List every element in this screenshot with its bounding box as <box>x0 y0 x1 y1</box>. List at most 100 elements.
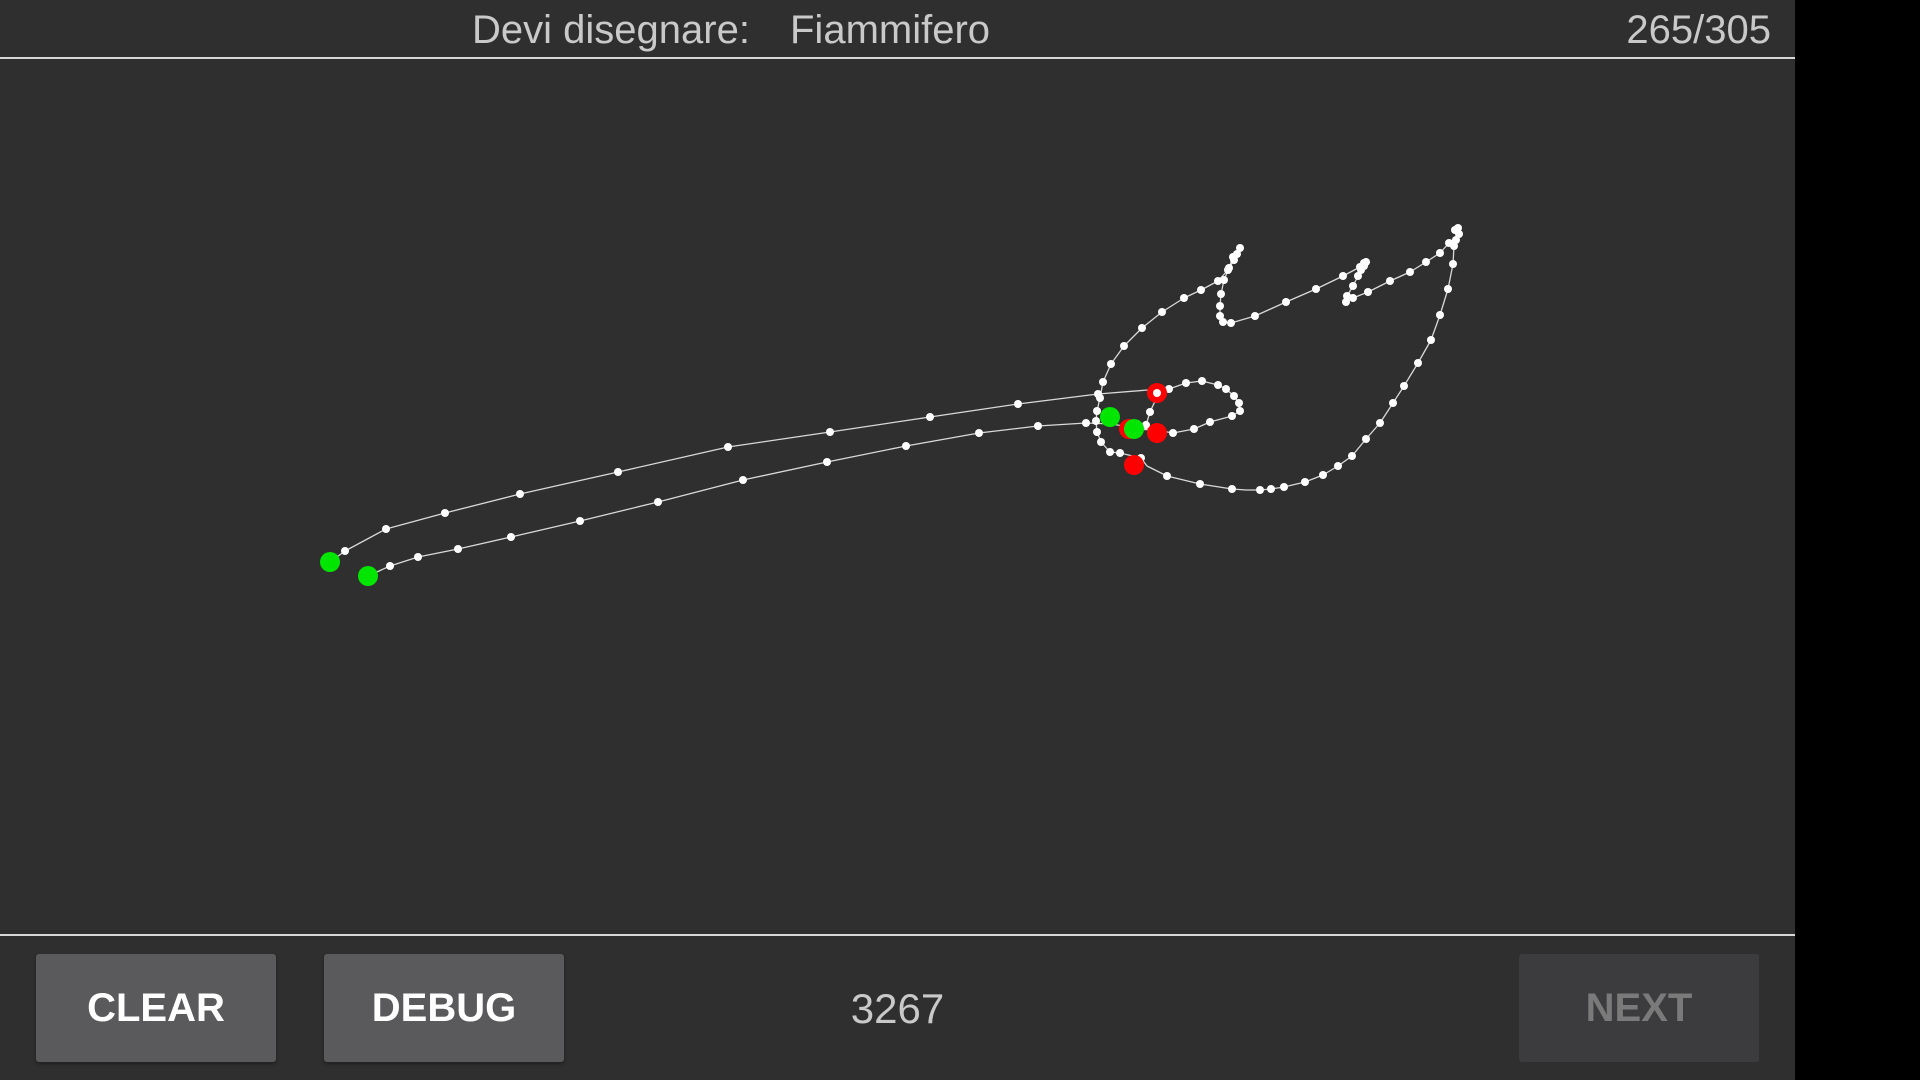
sketch-point <box>1197 286 1205 294</box>
sketch-point <box>1436 249 1444 257</box>
sketch-point <box>516 490 524 498</box>
sketch-point <box>1120 342 1128 350</box>
sketch-point <box>1034 422 1042 430</box>
sketch-point <box>1267 485 1275 493</box>
sketch-point <box>1182 379 1190 387</box>
sketch-point <box>1251 312 1259 320</box>
sketch-point <box>1422 258 1430 266</box>
sketch-point <box>341 547 349 555</box>
sketch-point <box>1158 308 1166 316</box>
sketch-point <box>1445 239 1453 247</box>
stroke-start-marker <box>1100 407 1120 427</box>
sketch-point <box>1342 298 1350 306</box>
debug-button[interactable]: DEBUG <box>324 954 564 1062</box>
sketch-point <box>1449 260 1457 268</box>
sketch-point <box>1092 417 1100 425</box>
sketch-point <box>1444 285 1452 293</box>
sketch-point <box>1198 377 1206 385</box>
sketch-point <box>1082 419 1090 427</box>
sketch-point <box>1348 452 1356 460</box>
sketch-point <box>1349 282 1357 290</box>
sketch-point <box>1097 438 1105 446</box>
sketch-point <box>1116 449 1124 457</box>
sketch-point <box>1228 412 1236 420</box>
sketch-point <box>1339 272 1347 280</box>
stroke-end-marker <box>1147 423 1167 443</box>
stroke-end-marker <box>1124 455 1144 475</box>
sketch-point <box>1233 250 1241 258</box>
sketch-point <box>1222 385 1230 393</box>
prompt-label: Devi disegnare: <box>472 8 750 52</box>
sketch-point <box>386 562 394 570</box>
sketch-point <box>576 517 584 525</box>
sketch-point <box>1280 483 1288 491</box>
sketch-point <box>614 468 622 476</box>
sketch-point <box>1138 324 1146 332</box>
app-screen: Devi disegnare: Fiammifero 265/305 CLEAR… <box>0 0 1795 1080</box>
sketch-point <box>1217 290 1225 298</box>
sketch-point <box>507 533 515 541</box>
sketch-point <box>739 476 747 484</box>
sketch-point <box>1227 319 1235 327</box>
sketch-point <box>1301 478 1309 486</box>
drawing-svg[interactable] <box>0 59 1795 934</box>
sketch-point <box>1153 389 1161 397</box>
stroke-start-marker <box>1124 419 1144 439</box>
sketch-point <box>1364 288 1372 296</box>
sketch-point <box>1224 266 1232 274</box>
sketch-point <box>926 413 934 421</box>
sketch-point <box>1235 399 1243 407</box>
sketch-point <box>1406 268 1414 276</box>
sketch-point <box>1312 285 1320 293</box>
stroke-start-marker <box>320 552 340 572</box>
sketch-point <box>1451 226 1459 234</box>
sketch-point <box>1376 419 1384 427</box>
prompt-word: Fiammifero <box>790 8 991 52</box>
sketch-point <box>1214 277 1222 285</box>
sketch-point <box>1256 486 1264 494</box>
sketch-point <box>823 458 831 466</box>
clear-button[interactable]: CLEAR <box>36 954 276 1062</box>
sketch-point <box>1093 428 1101 436</box>
sketch-point <box>414 553 422 561</box>
sketch-point <box>1220 276 1228 284</box>
sketch-stroke <box>367 422 1124 577</box>
next-button[interactable]: NEXT <box>1519 954 1759 1062</box>
sketch-point <box>441 509 449 517</box>
sketch-point <box>1196 480 1204 488</box>
sketch-point <box>1386 277 1394 285</box>
sketch-point <box>1206 418 1214 426</box>
sketch-point <box>382 525 390 533</box>
sketch-point <box>1142 421 1150 429</box>
score-value: 3267 <box>850 985 945 1032</box>
sketch-point <box>826 428 834 436</box>
header-bar: Devi disegnare: Fiammifero 265/305 <box>0 0 1795 59</box>
sketch-point <box>1236 244 1244 252</box>
footer-divider <box>0 934 1795 936</box>
sketch-point <box>1228 485 1236 493</box>
sketch-point <box>1334 462 1342 470</box>
sketch-point <box>1180 294 1188 302</box>
sketch-stroke <box>329 389 1149 563</box>
sketch-point <box>1096 394 1104 402</box>
sketch-point <box>975 429 983 437</box>
drawing-canvas[interactable] <box>0 59 1795 934</box>
sketch-point <box>1146 408 1154 416</box>
progress-counter: 265/305 <box>1626 8 1771 52</box>
sketch-point <box>1236 407 1244 415</box>
sketch-point <box>902 442 910 450</box>
sketch-point <box>1230 256 1238 264</box>
sketch-point <box>1362 435 1370 443</box>
sketch-point <box>1414 359 1422 367</box>
sketch-point <box>1354 272 1362 280</box>
sketch-point <box>1099 378 1107 386</box>
sketch-point <box>1282 298 1290 306</box>
sketch-point <box>1452 236 1460 244</box>
sketch-point <box>1427 336 1435 344</box>
sketch-point <box>1169 429 1177 437</box>
sketch-point <box>1389 399 1397 407</box>
stroke-start-marker <box>358 566 378 586</box>
sketch-point <box>1356 263 1364 271</box>
sketch-point <box>1214 381 1222 389</box>
sketch-point <box>724 443 732 451</box>
